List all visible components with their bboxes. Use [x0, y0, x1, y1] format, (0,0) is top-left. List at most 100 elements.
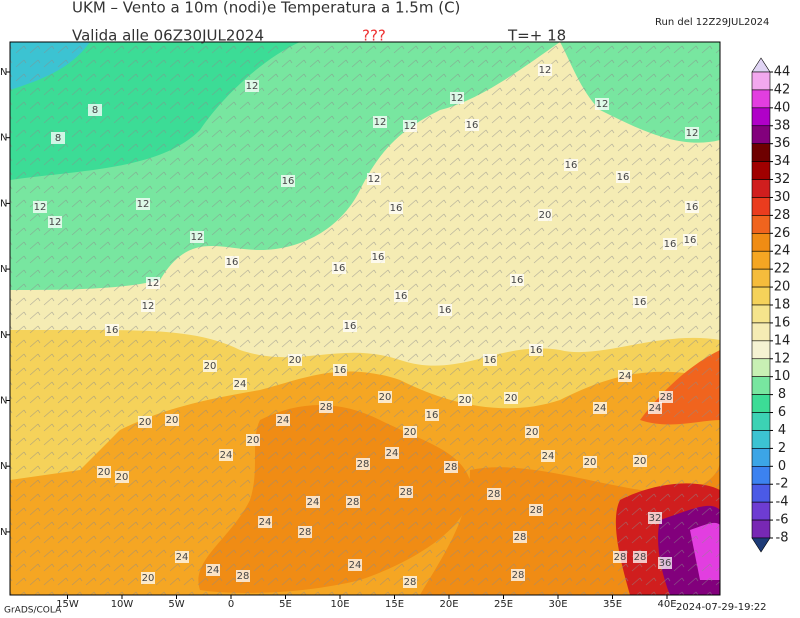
- contour-label-bg: [348, 559, 362, 571]
- colorbar-label: 14: [774, 333, 791, 348]
- contour-label: 20: [404, 427, 417, 438]
- colorbar-segment: [751, 519, 771, 539]
- contour-label: 28: [404, 577, 417, 588]
- contour-label: 16: [530, 345, 543, 356]
- contour-label: 16: [511, 275, 524, 286]
- colorbar-cap: [751, 537, 771, 553]
- contour-label-bg: [633, 296, 647, 308]
- x-tick-label: 15W: [56, 599, 79, 610]
- colorbar-segment: [751, 322, 771, 342]
- colorbar-label: 34: [774, 154, 791, 169]
- contour-label: 28: [445, 462, 458, 473]
- colorbar-label: 26: [774, 226, 791, 241]
- contour-label-bg: [141, 300, 155, 312]
- colorbar-segment: [751, 376, 771, 395]
- contour-label-bg: [438, 304, 452, 316]
- contour-label: 16: [372, 252, 385, 263]
- run-time: Run del 12Z29JUL2024: [655, 17, 769, 28]
- contour-label-bg: [403, 576, 417, 588]
- colorbar-segment: [751, 412, 771, 431]
- contour-label-bg: [538, 209, 552, 221]
- contour-label-bg: [206, 564, 220, 576]
- contour-label: 12: [596, 99, 609, 110]
- contour-label: 12: [686, 128, 699, 139]
- colorbar-segment: [751, 358, 771, 377]
- contour-label: 12: [191, 232, 204, 243]
- colorbar-label: 30: [774, 190, 791, 205]
- contour-label: 20: [142, 573, 155, 584]
- temperature-field: [10, 42, 720, 595]
- contour-label: 12: [49, 217, 62, 228]
- contour-label: 24: [349, 560, 362, 571]
- contour-label: 12: [137, 199, 150, 210]
- contour-label: 20: [539, 210, 552, 221]
- colorbar-label: 28: [774, 208, 791, 223]
- x-tick-label: 10E: [330, 599, 349, 610]
- contour-label-bg: [504, 392, 518, 404]
- contour-label: 28: [299, 527, 312, 538]
- contour-label-bg: [138, 416, 152, 428]
- contour-label: 16: [395, 291, 408, 302]
- contour-label: 12: [34, 202, 47, 213]
- contour-label: 8: [92, 105, 98, 116]
- contour-label-bg: [233, 378, 247, 390]
- contour-label-bg: [633, 551, 647, 563]
- contour-label-bg: [306, 496, 320, 508]
- colorbar-segment: [751, 501, 771, 521]
- contour-label: 16: [439, 305, 452, 316]
- contour-label-bg: [115, 471, 129, 483]
- contour-label: 20: [116, 472, 129, 483]
- contour-label: 16: [333, 263, 346, 274]
- x-tick-label: 10W: [111, 599, 134, 610]
- colorbar-segment: [751, 340, 771, 360]
- x-tick-label: 35E: [603, 599, 622, 610]
- contour-label: 24: [234, 379, 247, 390]
- contour-label-bg: [136, 198, 150, 210]
- contour-label-bg: [48, 216, 62, 228]
- contour-label: 24: [207, 565, 220, 576]
- contour-label-bg: [564, 159, 578, 171]
- contour-label-bg: [425, 409, 439, 421]
- contour-label-bg: [444, 461, 458, 473]
- x-tick-label: 15E: [385, 599, 404, 610]
- contour-label-bg: [613, 551, 627, 563]
- colorbar-label: 16: [774, 315, 791, 330]
- contour-label: 24: [594, 403, 607, 414]
- contour-label-bg: [529, 344, 543, 356]
- contour-label: 12: [368, 174, 381, 185]
- contour-label: 12: [147, 278, 160, 289]
- title: UKM – Vento a 10m (nodi)e Temperatura a …: [72, 0, 460, 17]
- colorbar-segment: [751, 143, 771, 162]
- y-tick-label: N: [0, 264, 7, 275]
- contour-label-bg: [394, 290, 408, 302]
- contour-label-bg: [332, 262, 346, 274]
- contour-label-bg: [281, 175, 295, 187]
- colorbar-segment: [751, 161, 771, 180]
- contour-label-bg: [633, 455, 647, 467]
- colorbar-label: 4: [778, 423, 786, 438]
- contour-label: 24: [220, 450, 233, 461]
- contour-label-bg: [371, 251, 385, 263]
- contour-label: 16: [686, 202, 699, 213]
- contour-label-bg: [288, 354, 302, 366]
- contour-label-bg: [458, 394, 472, 406]
- contour-label-bg: [343, 320, 357, 332]
- contour-label: 24: [277, 415, 290, 426]
- contour-label-bg: [246, 434, 260, 446]
- contour-label-bg: [685, 201, 699, 213]
- colorbar-label: 6: [778, 405, 786, 420]
- colorbar-segment: [751, 107, 771, 127]
- colorbar-segment: [751, 215, 771, 234]
- contour-label-bg: [541, 450, 555, 462]
- colorbar-label: 20: [774, 280, 791, 295]
- contour-label-bg: [97, 466, 111, 478]
- contour-label-bg: [105, 324, 119, 336]
- contour-label: 16: [466, 120, 479, 131]
- contour-label: 24: [259, 517, 272, 528]
- contour-label: 24: [619, 371, 632, 382]
- y-tick-label: N: [0, 198, 7, 209]
- contour-label-bg: [648, 402, 662, 414]
- footer-left: GrADS/COLA: [4, 606, 62, 616]
- contour-label: 28: [514, 532, 527, 543]
